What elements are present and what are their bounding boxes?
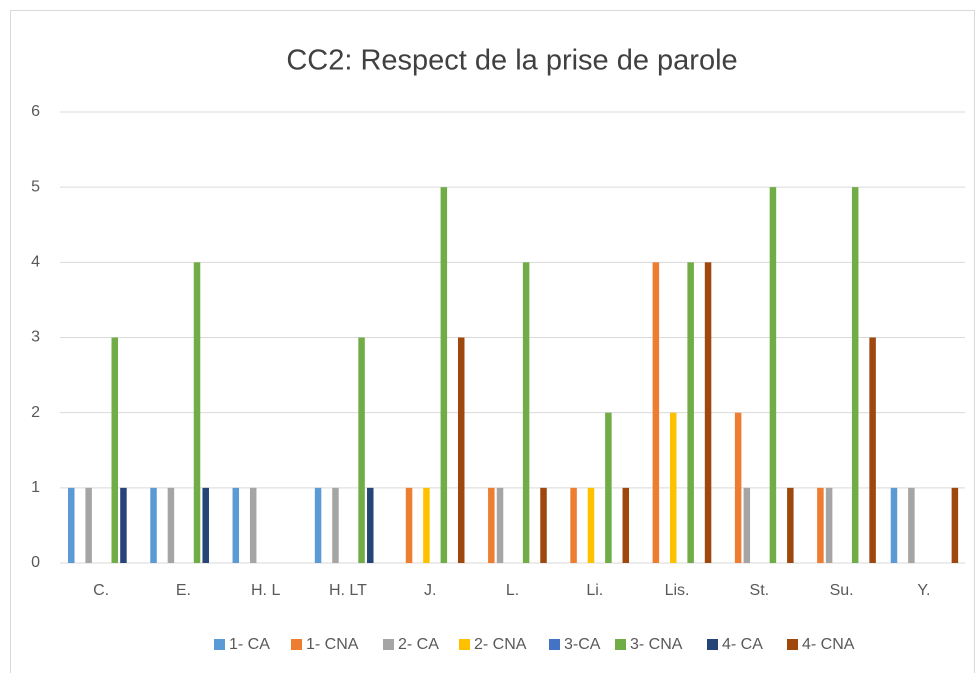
- x-tick-label: J.: [424, 582, 436, 599]
- bar: [120, 487, 127, 563]
- legend-swatch: [459, 639, 470, 650]
- bar: [769, 187, 777, 563]
- bar: [787, 487, 794, 563]
- legend-swatch: [291, 639, 302, 650]
- bar: [332, 487, 339, 563]
- chart-frame: [10, 10, 975, 673]
- bar: [951, 487, 959, 563]
- legend-label: 1- CNA: [306, 636, 359, 653]
- x-tick-label: L.: [506, 582, 519, 599]
- bar: [587, 487, 595, 563]
- bar: [457, 337, 465, 563]
- legend-swatch: [787, 639, 798, 650]
- legend-label: 3- CNA: [630, 636, 683, 653]
- legend-swatch: [707, 639, 718, 650]
- bar: [622, 487, 630, 563]
- bar: [687, 262, 694, 563]
- bar: [440, 187, 448, 563]
- bar: [167, 487, 175, 563]
- x-tick-label: Su.: [830, 582, 854, 599]
- bar: [869, 337, 876, 563]
- legend-swatch: [383, 639, 394, 650]
- bar: [150, 487, 157, 563]
- legend-label: 2- CA: [398, 636, 439, 653]
- bar: [249, 487, 257, 563]
- x-tick-label: Lis.: [665, 582, 690, 599]
- bar: [85, 487, 92, 563]
- x-tick-label: H. LT: [329, 582, 367, 599]
- bar: [605, 412, 612, 563]
- bar: [652, 262, 660, 563]
- x-tick-label: Y.: [917, 582, 930, 599]
- chart-title: CC2: Respect de la prise de parole: [286, 45, 737, 77]
- legend-label: 2- CNA: [474, 636, 527, 653]
- bar: [670, 412, 677, 563]
- y-tick-label: 4: [31, 254, 40, 271]
- x-tick-label: Li.: [586, 582, 603, 599]
- legend-label: 1- CA: [229, 636, 270, 653]
- bar: [68, 487, 75, 563]
- bar: [540, 487, 547, 563]
- bar: [851, 187, 859, 563]
- x-tick-label: H. L: [251, 582, 280, 599]
- bar: [496, 487, 504, 563]
- legend-label: 4- CNA: [802, 636, 855, 653]
- y-tick-label: 0: [31, 554, 40, 571]
- bar: [704, 262, 712, 563]
- y-tick-label: 2: [31, 404, 40, 421]
- y-tick-label: 1: [31, 479, 40, 496]
- bar: [488, 487, 495, 563]
- legend-swatch: [615, 639, 626, 650]
- bar: [908, 487, 915, 563]
- y-tick-label: 3: [31, 329, 40, 346]
- bar: [570, 487, 577, 563]
- bar: [193, 262, 201, 563]
- legend-swatch: [549, 639, 560, 650]
- bar: [314, 487, 322, 563]
- bar: [423, 487, 430, 563]
- bar: [232, 487, 240, 563]
- legend-label: 3-CA: [564, 636, 601, 653]
- bar: [817, 487, 824, 563]
- legend-label: 4- CA: [722, 636, 763, 653]
- bar: [367, 487, 374, 563]
- x-tick-label: C.: [93, 582, 109, 599]
- bar: [111, 337, 118, 563]
- y-tick-label: 6: [31, 103, 40, 120]
- bar: [522, 262, 530, 563]
- bar: [358, 337, 365, 563]
- bar: [405, 487, 413, 563]
- y-tick-label: 5: [31, 178, 40, 195]
- bar: [825, 487, 833, 563]
- bar: [202, 487, 209, 563]
- bar: [743, 487, 751, 563]
- x-tick-label: St.: [750, 582, 770, 599]
- bar: [890, 487, 898, 563]
- legend-swatch: [214, 639, 225, 650]
- x-tick-label: E.: [176, 582, 191, 599]
- bar: [734, 412, 742, 563]
